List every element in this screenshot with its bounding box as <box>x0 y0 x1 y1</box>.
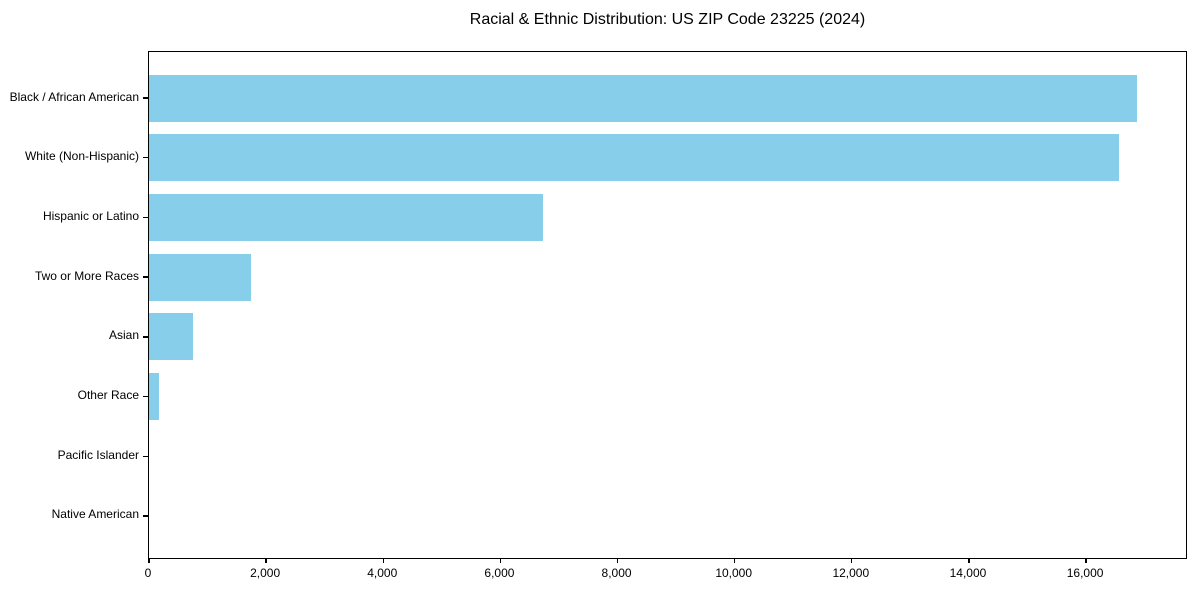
category-label: Hispanic or Latino <box>42 208 139 223</box>
x-tick-label: 8,000 <box>601 566 632 580</box>
category-label: Two or More Races <box>34 268 139 283</box>
x-tick-label: 2,000 <box>250 566 281 580</box>
x-tick-label: 0 <box>144 566 152 580</box>
y-tick <box>143 455 148 457</box>
plot-area <box>143 51 1187 563</box>
x-tick <box>1085 558 1087 563</box>
category-label: Asian <box>108 328 139 343</box>
bar-black-african-american <box>149 74 1137 122</box>
category-label: Black / African American <box>9 89 139 104</box>
y-tick <box>143 395 148 398</box>
x-tick <box>382 558 384 563</box>
x-tick <box>148 558 150 563</box>
y-tick <box>143 216 148 219</box>
x-tick <box>968 558 970 563</box>
bar-other-race <box>149 373 159 421</box>
category-label: Other Race <box>77 388 139 403</box>
y-tick <box>143 336 148 338</box>
x-tick <box>851 558 853 563</box>
bar-hispanic-or-latino <box>149 193 544 241</box>
x-axis-labels: 0 2,000 4,000 6,000 8,000 10,000 12,000 14,000 1… <box>145 566 1187 584</box>
x-tick-label: 16,000 <box>1066 566 1104 580</box>
y-axis-labels: Black / African American White (Non-Hispa… <box>0 51 139 559</box>
y-tick <box>143 276 148 278</box>
chart-title: Racial & Ethnic Distribution: US ZIP Cod… <box>469 11 866 28</box>
x-tick <box>499 558 502 563</box>
category-label: Pacific Islander <box>57 447 139 462</box>
x-tick <box>265 558 267 563</box>
y-tick <box>143 157 148 159</box>
bar-asian <box>149 313 193 361</box>
bar-two-or-more-races <box>149 253 251 301</box>
category-label: Native American <box>51 507 139 522</box>
x-tick-label: 12,000 <box>832 566 870 580</box>
x-tick <box>616 558 619 563</box>
x-tick-label: 4,000 <box>367 566 398 580</box>
bar-white-non-hispanic <box>149 134 1119 182</box>
x-tick-label: 10,000 <box>715 566 753 580</box>
y-tick <box>143 515 148 517</box>
category-label: White (Non-Hispanic) <box>24 149 139 164</box>
x-tick <box>734 558 736 563</box>
y-tick <box>143 97 148 99</box>
x-tick-label: 14,000 <box>949 566 987 580</box>
x-tick-label: 6,000 <box>484 566 515 580</box>
